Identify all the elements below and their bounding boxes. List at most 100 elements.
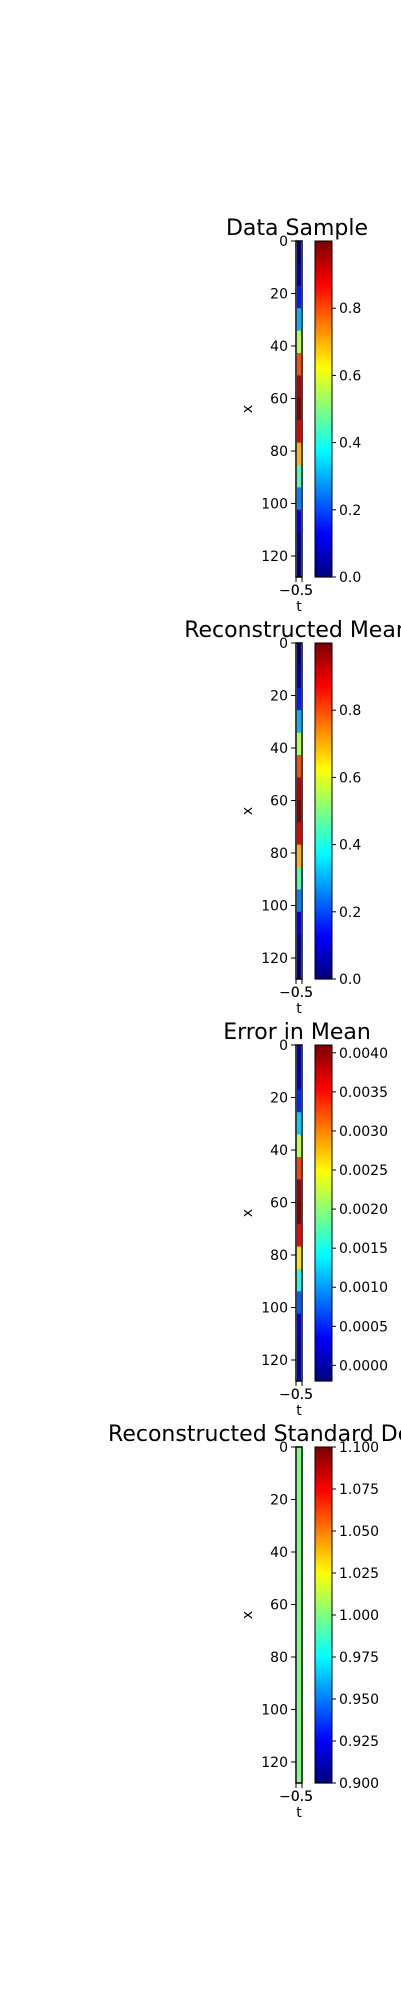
axes-frame — [295, 642, 303, 980]
colorbar-band — [315, 836, 332, 840]
y-tick-label: 60 — [270, 392, 288, 408]
colorbar-band — [315, 518, 332, 522]
colorbar-band — [315, 1213, 332, 1217]
y-tick-label: 100 — [261, 899, 288, 915]
heatmap-cell — [297, 1559, 301, 1582]
colorbar-band — [315, 423, 332, 427]
colorbar-band — [315, 560, 332, 564]
colorbar-band — [315, 1215, 332, 1220]
y-tick-label: 80 — [270, 444, 288, 460]
heatmap-cell — [297, 1224, 301, 1248]
colorbar-band — [315, 1497, 332, 1501]
colorbar-tick-label: 0.925 — [339, 1734, 379, 1750]
colorbar-band — [315, 1637, 332, 1641]
colorbar-band — [315, 1291, 332, 1295]
colorbar-band — [315, 274, 332, 278]
x-tick-label: −0.5 — [279, 1789, 313, 1805]
colorbar-band — [315, 532, 332, 536]
colorbar-band — [315, 822, 332, 826]
colorbar-band — [315, 1266, 332, 1270]
colorbar-band — [315, 881, 332, 885]
colorbar-band — [315, 507, 332, 511]
y-tick-label: 120 — [261, 1755, 288, 1771]
colorbar-band — [315, 869, 332, 874]
colorbar-band — [315, 381, 332, 385]
heatmap-cell — [297, 911, 301, 935]
colorbar-tick-label: 0.6 — [339, 368, 361, 384]
colorbar-band — [315, 1140, 332, 1144]
colorbar-band — [315, 746, 332, 750]
heatmap-cell — [297, 1179, 301, 1203]
colorbar-band — [315, 1525, 332, 1529]
colorbar-band — [315, 1626, 332, 1630]
colorbar-band — [315, 313, 332, 318]
colorbar-band — [315, 1313, 332, 1318]
colorbar-band — [315, 825, 332, 829]
colorbar-band — [315, 1115, 332, 1119]
colorbar-band — [315, 1500, 332, 1504]
heatmap-cell — [297, 420, 301, 444]
colorbar-band — [315, 540, 332, 544]
colorbar-band — [315, 465, 332, 469]
colorbar-band — [315, 777, 332, 781]
heatmap-cell — [297, 867, 301, 890]
colorbar-band — [315, 965, 332, 969]
colorbar-band — [315, 1707, 332, 1711]
colorbar-band — [315, 319, 332, 323]
colorbar-band — [315, 1123, 332, 1127]
colorbar-band — [315, 563, 332, 567]
colorbar-band — [315, 1528, 332, 1532]
colorbar-band — [315, 487, 332, 491]
heatmap-cell — [297, 465, 301, 488]
colorbar-band — [315, 911, 332, 916]
colorbar-band — [315, 1101, 332, 1105]
colorbar-band — [315, 645, 332, 650]
colorbar-band — [315, 1651, 332, 1655]
y-tick-label: 120 — [261, 549, 288, 565]
colorbar-band — [315, 372, 332, 376]
colorbar-band — [315, 900, 332, 904]
heatmap-cell — [297, 1112, 301, 1136]
x-axis-label: t — [296, 1403, 302, 1419]
colorbar-band — [315, 665, 332, 669]
colorbar-band — [315, 1193, 332, 1197]
colorbar-band — [315, 434, 332, 438]
colorbar-band — [315, 1743, 332, 1748]
colorbar-band — [315, 934, 332, 938]
colorbar-band — [315, 850, 332, 854]
y-tick-label: 20 — [270, 1493, 288, 1509]
colorbar-band — [315, 1771, 332, 1776]
colorbar-band — [315, 1131, 332, 1136]
colorbar-band — [315, 895, 332, 899]
colorbar-band — [315, 1718, 332, 1722]
colorbar-band — [315, 1070, 332, 1074]
colorbar-band — [315, 565, 332, 570]
colorbar-band — [315, 948, 332, 952]
colorbar-band — [315, 872, 332, 876]
colorbar-band — [315, 1508, 332, 1512]
colorbar-band — [315, 1347, 332, 1351]
colorbar-band — [315, 715, 332, 720]
colorbar-band — [315, 501, 332, 505]
colorbar-band — [315, 1269, 332, 1273]
colorbar-band — [315, 1134, 332, 1138]
y-tick-label: 100 — [261, 497, 288, 513]
colorbar-band — [315, 476, 332, 480]
colorbar-band — [315, 420, 332, 424]
colorbar-band — [315, 1257, 332, 1262]
colorbar-band — [315, 339, 332, 343]
colorbar-band — [315, 654, 332, 658]
colorbar-band — [315, 1095, 332, 1099]
colorbar-band — [315, 1148, 332, 1152]
colorbar-band — [315, 344, 332, 348]
colorbar-band — [315, 1053, 332, 1057]
colorbar-band — [315, 1162, 332, 1166]
colorbar-band — [315, 470, 332, 474]
colorbar-band — [315, 1372, 332, 1376]
colorbar-band — [315, 1573, 332, 1577]
colorbar-band — [315, 805, 332, 809]
heatmap-cell — [297, 532, 301, 556]
colorbar-band — [315, 1595, 332, 1599]
colorbar-band — [315, 431, 332, 435]
